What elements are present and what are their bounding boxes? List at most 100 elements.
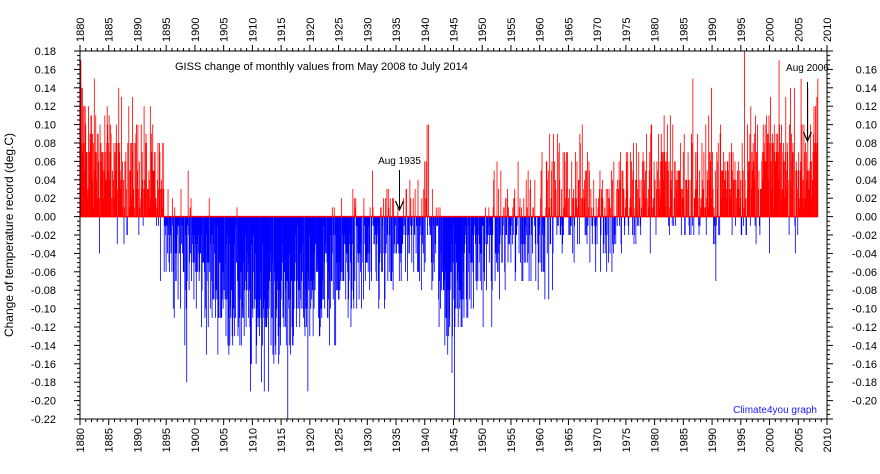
bar: [287, 216, 289, 419]
bar: [155, 198, 157, 217]
bar: [142, 179, 144, 217]
bar: [326, 216, 328, 263]
bar: [98, 161, 100, 217]
bar: [342, 216, 344, 281]
bar: [413, 216, 415, 235]
bar: [710, 161, 711, 217]
bar: [805, 198, 807, 217]
bar: [447, 216, 449, 355]
bar: [406, 216, 408, 235]
bar: [732, 152, 734, 217]
bar: [325, 216, 326, 245]
bar: [103, 170, 105, 217]
x-tick-label: 1995: [736, 428, 748, 452]
x-tick-label: 2010: [822, 18, 834, 42]
bar: [360, 216, 361, 272]
bar: [415, 216, 417, 254]
bar: [793, 152, 794, 217]
bar: [196, 216, 198, 245]
bar: [286, 216, 288, 281]
bar: [340, 216, 341, 272]
bar: [311, 216, 313, 300]
bar: [208, 216, 210, 263]
bar: [393, 198, 394, 217]
bar: [385, 216, 387, 245]
bar: [598, 198, 599, 217]
bar: [672, 124, 674, 217]
bar: [579, 143, 581, 217]
bar: [678, 170, 679, 217]
bar: [548, 216, 550, 300]
x-tick-label: 1945: [449, 428, 461, 452]
bar: [168, 216, 169, 235]
bar: [753, 179, 755, 217]
annotation-label: Aug 2006: [786, 63, 829, 74]
bar: [554, 161, 555, 217]
bar: [721, 170, 723, 217]
bar: [94, 170, 96, 217]
bar: [635, 143, 637, 217]
x-tick-label: 1905: [219, 428, 231, 452]
bar: [225, 216, 227, 337]
bar: [476, 216, 478, 291]
bar: [86, 152, 88, 217]
bar: [613, 161, 615, 217]
bar: [550, 216, 552, 245]
bar: [745, 198, 746, 217]
bar: [591, 216, 593, 245]
bar: [123, 179, 124, 217]
bar: [133, 207, 135, 217]
bar: [401, 216, 403, 254]
bar: [521, 216, 523, 245]
y-tick-label: 0.10: [856, 120, 877, 132]
bar: [278, 216, 280, 355]
bar: [235, 216, 237, 263]
bar: [802, 179, 804, 217]
bar: [429, 216, 430, 226]
bar: [313, 216, 315, 309]
bar: [373, 216, 374, 226]
bar: [490, 216, 492, 235]
bar: [252, 216, 254, 318]
bar: [770, 189, 772, 217]
bar: [790, 161, 792, 217]
bar: [563, 207, 565, 217]
bar: [711, 189, 713, 217]
bar: [426, 124, 428, 217]
x-tick-label: 1975: [621, 428, 633, 452]
bar: [411, 216, 413, 263]
bar: [686, 189, 688, 217]
bar: [704, 207, 706, 217]
bar: [434, 216, 436, 245]
bar: [380, 207, 382, 217]
bar: [482, 216, 484, 226]
bar: [750, 152, 752, 217]
bar: [204, 216, 205, 272]
bar: [342, 216, 344, 281]
x-tick-label: 1930: [362, 18, 374, 42]
bar: [652, 198, 654, 217]
bar: [573, 189, 575, 217]
bar: [156, 216, 157, 226]
bar: [328, 216, 329, 300]
bar: [725, 170, 727, 217]
bar: [784, 152, 786, 217]
bar: [551, 170, 553, 217]
bar: [530, 179, 531, 217]
bar: [675, 179, 677, 217]
bar: [463, 216, 464, 272]
bar: [510, 216, 512, 263]
bar: [408, 216, 409, 235]
bar: [418, 216, 419, 272]
bar: [674, 161, 676, 217]
bar: [594, 216, 596, 245]
bar: [539, 216, 541, 235]
bar: [752, 152, 754, 217]
bar: [236, 207, 238, 217]
bar: [231, 216, 233, 291]
bar: [723, 189, 725, 217]
x-tick-label: 1960: [535, 18, 547, 42]
bar: [258, 216, 259, 300]
bar: [343, 216, 345, 245]
bar: [765, 161, 767, 217]
